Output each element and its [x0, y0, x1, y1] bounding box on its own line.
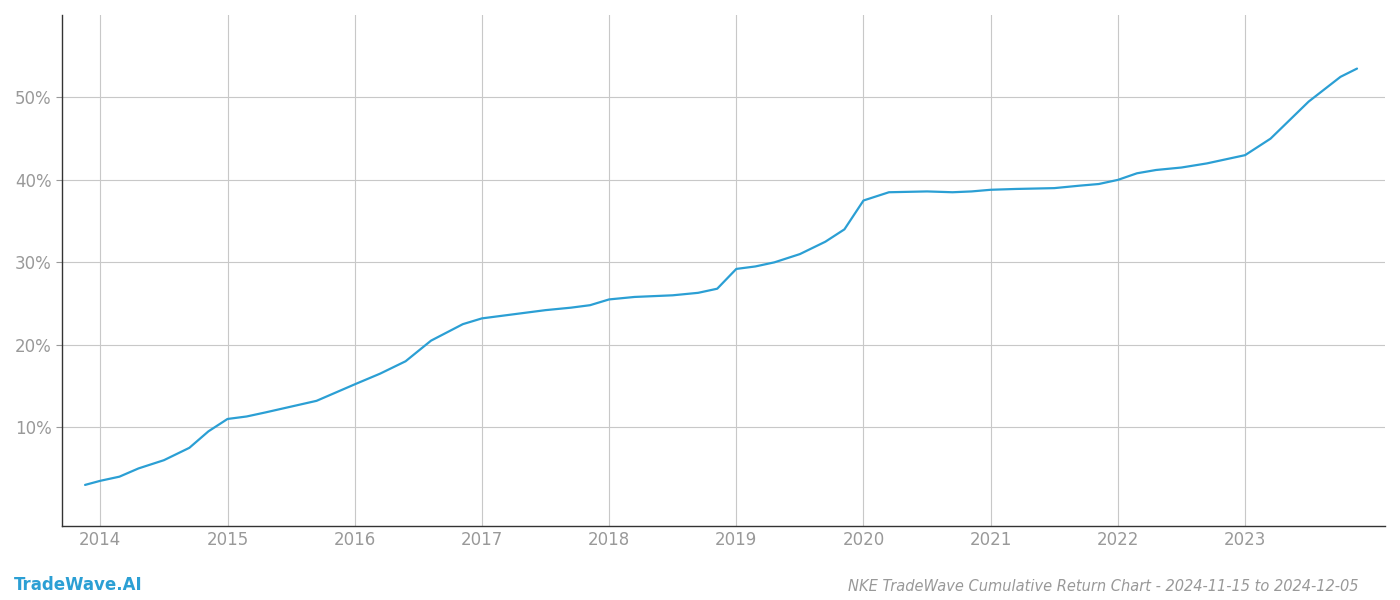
- Text: TradeWave.AI: TradeWave.AI: [14, 576, 143, 594]
- Text: NKE TradeWave Cumulative Return Chart - 2024-11-15 to 2024-12-05: NKE TradeWave Cumulative Return Chart - …: [847, 579, 1358, 594]
